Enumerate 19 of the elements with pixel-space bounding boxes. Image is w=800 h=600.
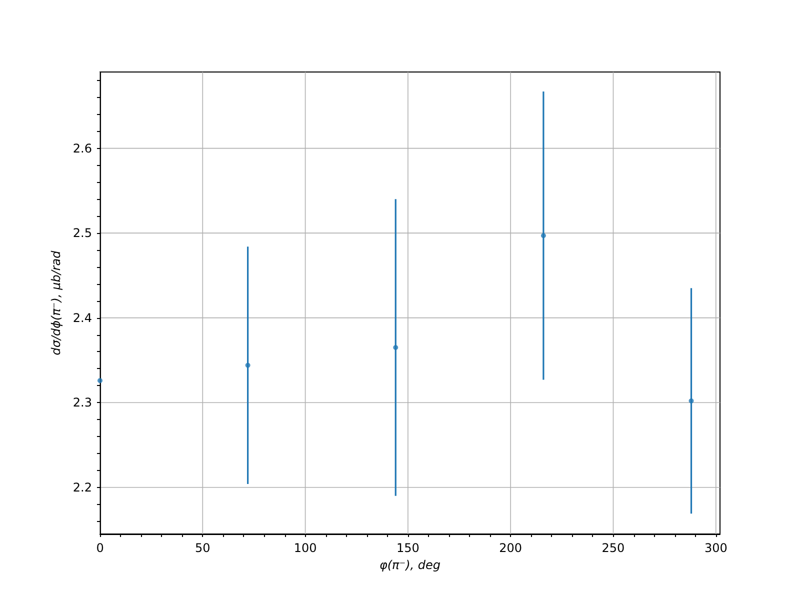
point	[688, 398, 694, 404]
point	[393, 345, 398, 350]
x-tick-label: 250	[602, 541, 625, 555]
y-tick-label: 2.2	[72, 480, 92, 494]
y-tick-label: 2.3	[72, 396, 92, 410]
x-tick-label: 300	[704, 541, 728, 555]
x-tick-label: 50	[195, 541, 210, 555]
point	[98, 378, 102, 384]
x-tick-label: 150	[396, 541, 420, 555]
y-tick-label: 2.6	[72, 141, 92, 156]
x-tick-label: 100	[294, 541, 317, 555]
y-tick-label: 2.5	[72, 226, 92, 240]
point	[540, 233, 546, 238]
y-tick-label: 2.4	[72, 310, 92, 325]
x-tick-label: 200	[499, 541, 522, 555]
point	[245, 362, 250, 368]
x-axis-title: φ(π⁻), deg	[379, 558, 441, 572]
y-axis-title: dσ/dϕ(π⁻), μb/rad	[49, 250, 63, 356]
x-tick-label: 0	[96, 541, 104, 555]
